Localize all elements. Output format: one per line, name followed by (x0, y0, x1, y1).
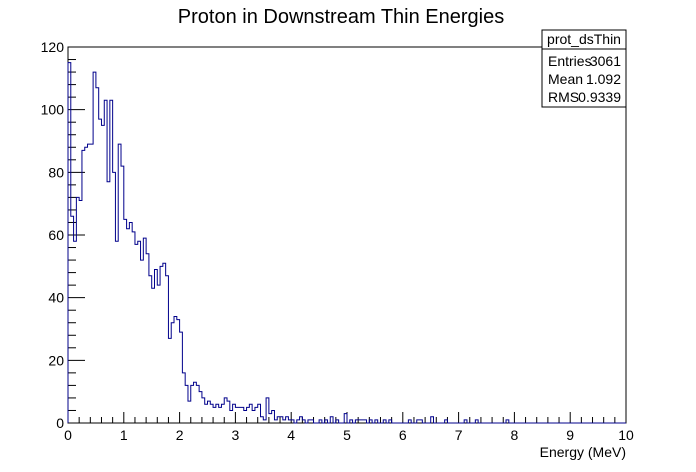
stats-box-frame (541, 29, 627, 108)
histogram-bin (141, 260, 144, 423)
x-tick-label: 2 (176, 427, 184, 443)
x-tick-label: 0 (64, 427, 72, 443)
histogram-bin (146, 254, 149, 423)
histogram-bin (194, 382, 197, 423)
histogram-bin (99, 119, 102, 423)
histogram-bin (230, 410, 233, 423)
y-tick-label: 0 (56, 415, 64, 431)
x-axis-tick-labels: 0 1 2 3 4 5 6 7 8 9 10 (64, 427, 634, 443)
histogram-bin (79, 201, 82, 423)
histogram-bins (68, 63, 509, 423)
histogram-bin (174, 316, 177, 423)
histogram-bin (138, 241, 141, 423)
histogram-bin (168, 338, 171, 423)
histogram-bin (115, 241, 118, 423)
x-tick-label: 1 (120, 427, 128, 443)
stats-box: prot_dsThin Entries 3061 Mean 1.092 RMS … (541, 29, 627, 108)
x-tick-label: 6 (399, 427, 407, 443)
y-tick-label: 80 (48, 164, 64, 180)
x-tick-label: 10 (618, 427, 634, 443)
histogram-bin (205, 404, 208, 423)
histogram-bin (157, 285, 160, 423)
x-tick-label: 9 (566, 427, 574, 443)
histogram-bin (132, 232, 135, 423)
stats-rms-value: 0.9339 (578, 89, 621, 105)
histogram-outline (67, 62, 626, 424)
histogram-bin (154, 269, 157, 423)
stats-entries-label: Entries (548, 53, 592, 69)
histogram-bin (129, 222, 132, 423)
y-tick-label: 120 (41, 39, 65, 55)
histogram-bin (152, 288, 155, 423)
histogram-bin (85, 147, 88, 423)
histogram-bin (124, 219, 127, 423)
histogram-bin (74, 241, 77, 423)
histogram-bin (177, 320, 180, 423)
histogram-bin (160, 266, 163, 423)
histogram-bin (135, 244, 138, 423)
histogram-bin (101, 125, 104, 423)
histogram-bin (127, 229, 130, 423)
histogram-bin (107, 182, 110, 423)
x-tick-label: 8 (511, 427, 519, 443)
y-tick-label: 60 (48, 227, 64, 243)
histogram-bin (238, 407, 241, 423)
stats-entries-value: 3061 (590, 53, 621, 69)
y-tick-label: 20 (48, 352, 64, 368)
stats-rms-label: RMS (548, 89, 579, 105)
histogram-bin (252, 410, 255, 423)
histogram-bin (149, 276, 152, 423)
stats-mean-label: Mean (548, 71, 583, 87)
histogram-bin (88, 144, 91, 423)
y-axis-tick-labels: 0 20 40 60 80 100 120 (41, 39, 65, 431)
histogram-bin (90, 144, 93, 423)
chart-title: Proton in Downstream Thin Energies (178, 6, 504, 28)
histogram-bin (96, 88, 99, 423)
x-tick-label: 4 (287, 427, 295, 443)
x-tick-label: 3 (232, 427, 240, 443)
x-tick-label: 5 (343, 427, 351, 443)
x-tick-label: 7 (455, 427, 463, 443)
y-tick-label: 40 (48, 290, 64, 306)
histogram-bin (143, 238, 146, 423)
histogram-bin (163, 263, 166, 423)
stats-mean-value: 1.092 (586, 71, 621, 87)
x-axis-title: Energy (MeV) (540, 444, 626, 460)
stats-histogram-name: prot_dsThin (547, 31, 621, 47)
y-tick-label: 100 (41, 102, 65, 118)
histogram-bin (219, 407, 222, 423)
